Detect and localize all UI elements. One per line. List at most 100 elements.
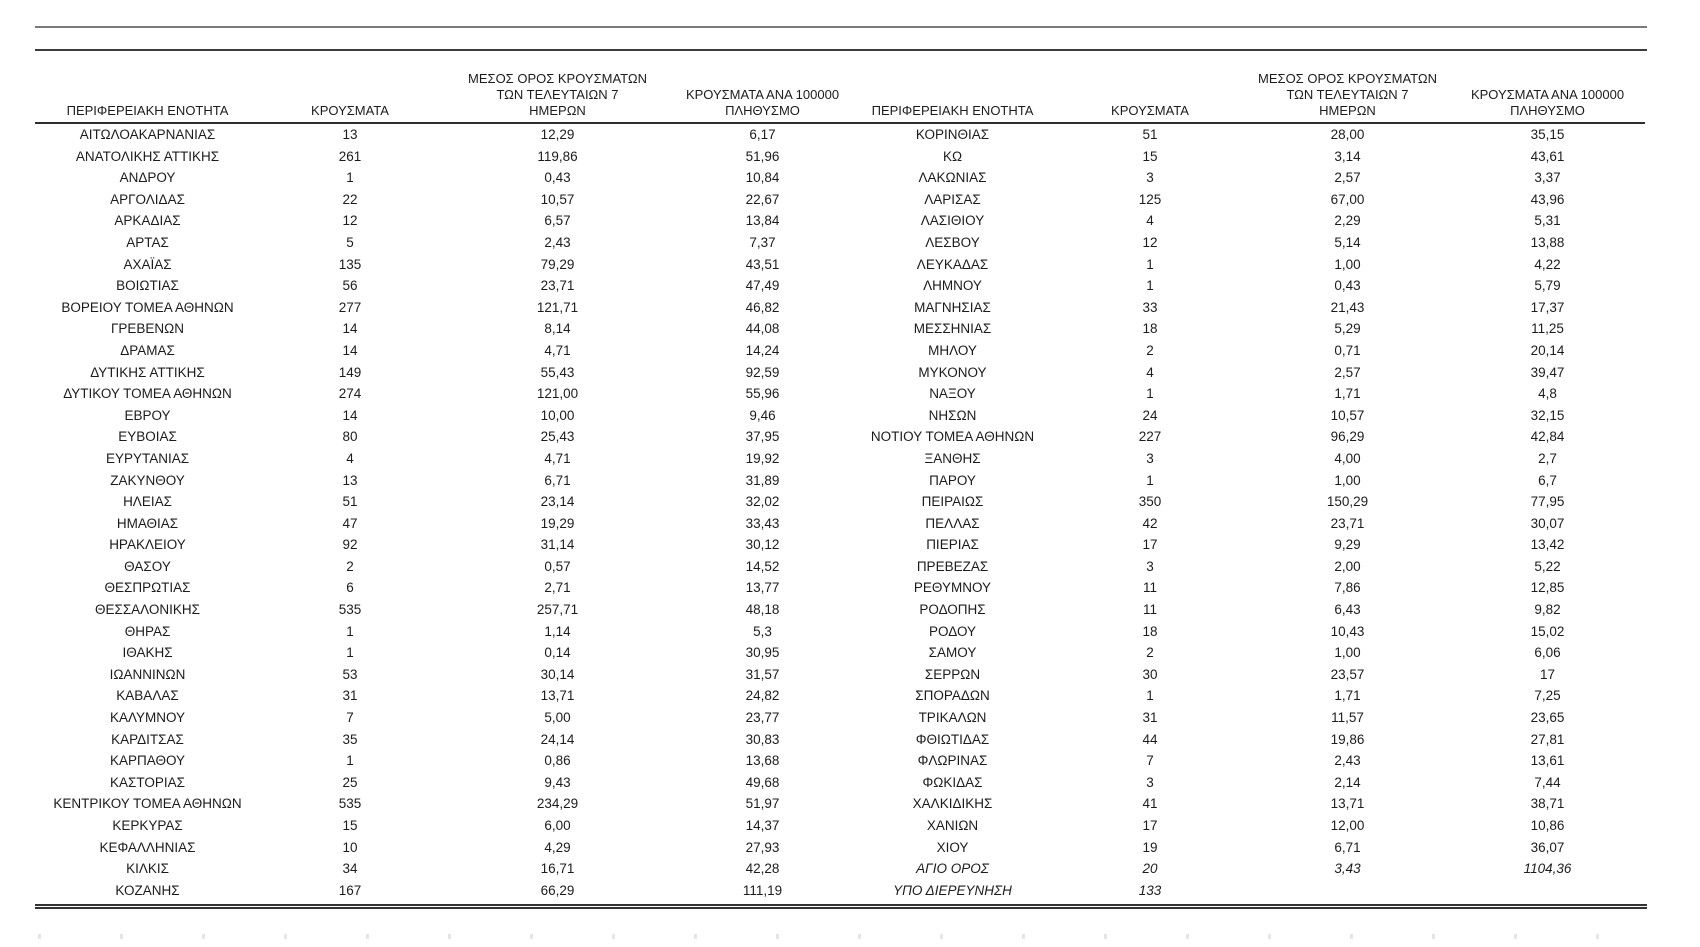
- per100k-cell-right: 6,06: [1534, 645, 1561, 661]
- region-cell-right: ΝΗΣΩΝ: [928, 407, 977, 423]
- per100k-cell-left: 30,95: [745, 645, 780, 661]
- region-cell-left: ΔΡΑΜΑΣ: [120, 342, 175, 358]
- region-cell-right: ΜΕΣΣΗΝΙΑΣ: [913, 321, 992, 337]
- cases-cell-right: 3: [1146, 450, 1154, 466]
- cases-cell-left: 14: [342, 321, 358, 337]
- avg7-cell-left: 6,57: [544, 213, 571, 229]
- cases-cell-left: 13: [342, 472, 358, 488]
- avg7-cell-left: 0,57: [544, 558, 571, 574]
- region-cell-right: ΑΓΙΟ ΟΡΟΣ: [916, 861, 989, 877]
- region-cell-right: ΜΥΚΟΝΟΥ: [918, 364, 987, 380]
- avg7-cell-right: 1,71: [1334, 688, 1361, 704]
- region-cell-left: ΑΙΤΩΛΟΑΚΑΡΝΑΝΙΑΣ: [79, 127, 216, 142]
- per100k-cell-right: 39,47: [1530, 364, 1565, 380]
- avg7-cell-left: 66,29: [540, 882, 575, 898]
- per100k-cell-left: 27,93: [745, 839, 780, 855]
- per100k-cell-right: 13,88: [1530, 234, 1565, 250]
- avg7-cell-left: 13,71: [540, 688, 575, 704]
- avg7-cell-right: 150,29: [1326, 494, 1369, 510]
- per100k-cell-right: 20,14: [1530, 342, 1565, 358]
- region-cell-right: ΣΠΟΡΑΔΩΝ: [915, 688, 990, 704]
- per100k-cell-left: 51,96: [745, 148, 780, 164]
- cases-cell-left: 22: [342, 191, 358, 207]
- col-header-per100k-left: ΚΡΟΥΣΜΑΤΑ ΑΝΑ 100000 ΠΛΗΘΥΣΜΟ: [685, 87, 840, 118]
- avg7-cell-left: 10,57: [540, 191, 575, 207]
- region-cell-left: ΚΑΡΠΑΘΟΥ: [109, 753, 186, 769]
- per100k-cell-right: 43,61: [1530, 148, 1565, 164]
- cases-cell-left: 25: [342, 774, 358, 790]
- per100k-cell-right: 32,15: [1530, 407, 1565, 423]
- avg7-cell-right: 12,00: [1330, 818, 1365, 833]
- per100k-cell-left: 10,84: [745, 170, 780, 186]
- cases-cell-left: 167: [338, 882, 362, 898]
- region-cell-right: ΛΑΚΩΝΙΑΣ: [918, 170, 987, 186]
- cases-cell-right: 11: [1142, 602, 1157, 618]
- cases-cell-right: 41: [1142, 796, 1158, 812]
- per100k-cell-left: 33,43: [745, 515, 780, 531]
- per100k-cell-right: 10,86: [1530, 818, 1565, 833]
- table-body: ΑΙΤΩΛΟΑΚΑΡΝΑΝΙΑΣ 13 12,29 6,17 ΚΟΡΙΝΘΙΑΣ 51 28…: [35, 124, 1645, 901]
- cases-cell-left: 277: [338, 299, 362, 315]
- top-rule-thick: [35, 49, 1647, 51]
- per100k-cell-left: 24,82: [745, 688, 780, 704]
- cases-cell-right: 42: [1142, 515, 1158, 531]
- avg7-cell-right: 0,43: [1334, 278, 1361, 294]
- avg7-cell-right: 6,71: [1334, 839, 1361, 855]
- per100k-cell-right: 38,71: [1530, 796, 1565, 812]
- region-cell-right: ΡΟΔΟΥ: [928, 623, 977, 639]
- per100k-cell-left: 22,67: [745, 191, 780, 207]
- avg7-cell-left: 16,71: [540, 861, 575, 877]
- avg7-cell-left: 4,71: [544, 342, 571, 358]
- avg7-cell-right: 23,71: [1330, 515, 1365, 531]
- avg7-cell-left: 2,43: [544, 234, 571, 250]
- region-cell-left: ΙΘΑΚΗΣ: [122, 645, 173, 661]
- per100k-cell-right: 4,22: [1534, 256, 1561, 272]
- region-cell-right: ΣΕΡΡΩΝ: [924, 666, 981, 682]
- top-rule-thin: [35, 26, 1647, 28]
- avg7-cell-right: 19,86: [1330, 731, 1365, 747]
- avg7-cell-left: 10,00: [540, 407, 575, 423]
- region-cell-left: ΚΕΝΤΡΙΚΟΥ ΤΟΜΕΑ ΑΘΗΝΩΝ: [53, 796, 242, 812]
- cases-cell-right: 11: [1142, 580, 1157, 596]
- avg7-cell-left: 2,71: [544, 580, 571, 596]
- per100k-cell-right: 7,44: [1534, 774, 1561, 790]
- cases-cell-left: 535: [338, 796, 362, 812]
- region-cell-right: ΧΑΛΚΙΔΙΚΗΣ: [912, 796, 993, 812]
- avg7-cell-right: 1,00: [1334, 256, 1361, 272]
- region-cell-right: ΛΗΜΝΟΥ: [923, 278, 982, 294]
- cases-cell-left: 10: [342, 839, 358, 855]
- avg7-cell-left: 31,14: [540, 537, 575, 553]
- col-header-region-right: ΠΕΡΙΦΕΡΕΙΑΚΗ ΕΝΟΤΗΤΑ: [850, 103, 1055, 119]
- per100k-cell-left: 42,28: [745, 861, 780, 877]
- per100k-cell-left: 31,57: [745, 666, 780, 682]
- cases-cell-left: 1: [346, 645, 354, 661]
- region-cell-left: ΘΕΣΠΡΩΤΙΑΣ: [104, 580, 191, 596]
- avg7-cell-right: 4,00: [1334, 450, 1361, 466]
- per100k-cell-left: 92,59: [745, 364, 780, 380]
- per100k-cell-left: 111,19: [742, 882, 783, 898]
- region-cell-right: ΞΑΝΘΗΣ: [924, 450, 981, 466]
- avg7-cell-right: 6,43: [1334, 602, 1361, 618]
- avg7-cell-right: 1,00: [1334, 472, 1361, 488]
- cases-cell-right: 24: [1142, 407, 1158, 423]
- region-cell-left: ΔΥΤΙΚΟΥ ΤΟΜΕΑ ΑΘΗΝΩΝ: [63, 386, 232, 402]
- cases-cell-left: 14: [342, 407, 358, 423]
- region-cell-left: ΔΥΤΙΚΗΣ ΑΤΤΙΚΗΣ: [90, 364, 205, 380]
- cases-cell-right: 2: [1146, 645, 1154, 661]
- per100k-cell-left: 9,46: [749, 407, 776, 423]
- per100k-cell-right: 23,65: [1530, 710, 1565, 726]
- region-cell-left: ΑΡΤΑΣ: [126, 234, 169, 250]
- per100k-cell-left: 37,95: [745, 429, 780, 445]
- region-cell-right: ΦΘΙΩΤΙΔΑΣ: [915, 731, 990, 747]
- region-cell-left: ΚΕΦΑΛΛΗΝΙΑΣ: [99, 839, 196, 855]
- table-header-row: ΠΕΡΙΦΕΡΕΙΑΚΗ ΕΝΟΤΗΤΑ ΚΡΟΥΣΜΑΤΑ ΜΕΣΟΣ ΟΡΟ…: [35, 55, 1645, 124]
- avg7-cell-left: 19,29: [540, 515, 575, 531]
- per100k-cell-right: 35,15: [1530, 127, 1565, 142]
- cases-by-regional-unit-table: ΠΕΡΙΦΕΡΕΙΑΚΗ ΕΝΟΤΗΤΑ ΚΡΟΥΣΜΑΤΑ ΜΕΣΟΣ ΟΡΟ…: [35, 55, 1645, 901]
- region-cell-right: ΡΕΘΥΜΝΟΥ: [913, 580, 992, 596]
- per100k-cell-right: 27,81: [1530, 731, 1565, 747]
- per100k-cell-right: 2,7: [1538, 450, 1557, 466]
- cases-cell-left: 5: [346, 234, 354, 250]
- per100k-cell-left: 30,83: [745, 731, 780, 747]
